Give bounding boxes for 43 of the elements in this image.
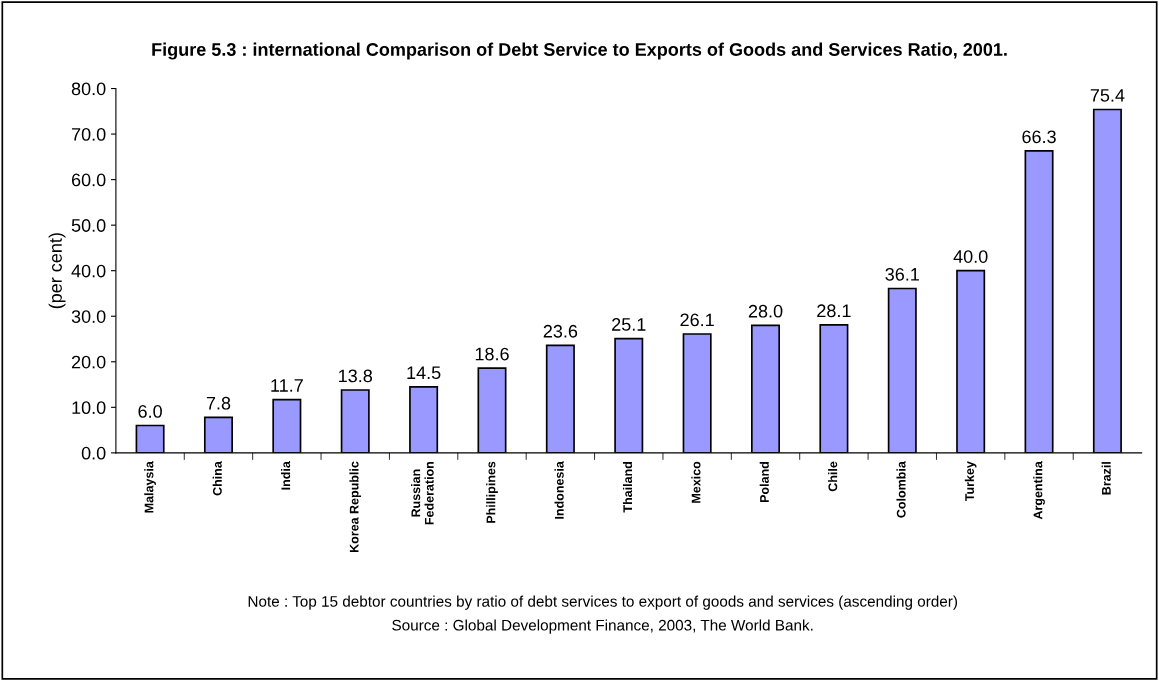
y-tick-label: 50.0 [71, 219, 106, 232]
x-tick-label: Russian Federation [411, 461, 434, 525]
x-tick-label: Brazil [1101, 462, 1111, 495]
x-tick-label: Argentina [1033, 461, 1045, 520]
data-label: 40.0 [953, 250, 988, 263]
data-label: 75.4 [1090, 89, 1125, 102]
data-label: 36.1 [885, 267, 919, 281]
x-tick-label: India [281, 461, 291, 490]
data-label: 28.1 [817, 304, 851, 318]
data-label: 18.6 [475, 347, 509, 361]
chart-title: Figure 5.3 : international Comparison of Debt Service to Exports of Goods and Services Ratio, 2001. [152, 42, 1007, 60]
y-tick-label: 80.0 [71, 82, 106, 96]
y-tick-label: 10.0 [72, 401, 106, 415]
data-label: 14.5 [407, 366, 441, 380]
x-tick-label: Chile [828, 461, 838, 492]
x-tick-label: Phillipines [486, 461, 498, 523]
source-note: Source : Global Development Finance, 2003, The World Bank. [392, 619, 813, 634]
y-tick-label: 0.0 [81, 446, 106, 460]
y-tick-label: 60.0 [71, 173, 106, 187]
data-label: 28.0 [748, 304, 783, 318]
x-tick-label: Mexico [691, 461, 701, 503]
x-tick-label: Indonesia [554, 461, 564, 519]
x-tick-label: China [212, 461, 222, 496]
data-label: 6.0 [138, 405, 162, 418]
x-tick-label: Korea Republic [349, 461, 362, 553]
text: Note : Top 15 debtor countries by ratio of debt services to export of goods and services (ascending order) [248, 595, 958, 610]
x-tick-label: Poland [759, 462, 769, 503]
data-label: 13.8 [339, 369, 373, 383]
data-label: 23.6 [543, 324, 578, 338]
y-tick-label: 70.0 [71, 128, 106, 141]
data-label: 11.7 [271, 379, 303, 392]
x-tick-label: Malaysia [144, 461, 156, 513]
x-tick-label: Colombia [896, 461, 906, 518]
y-tick-label: 30.0 [71, 310, 106, 323]
y-tick-label: 20.0 [71, 355, 106, 369]
y-tick-label: 40.0 [71, 264, 106, 278]
data-label: 66.3 [1022, 130, 1056, 144]
data-label: 7.8 [206, 396, 231, 410]
y-axis-title: (per cent) [48, 233, 66, 309]
data-label: 25.1 [612, 318, 646, 331]
x-tick-label: Turkey [964, 461, 977, 502]
data-label: 26.1 [680, 313, 714, 327]
x-tick-label: Thailand [622, 462, 633, 513]
